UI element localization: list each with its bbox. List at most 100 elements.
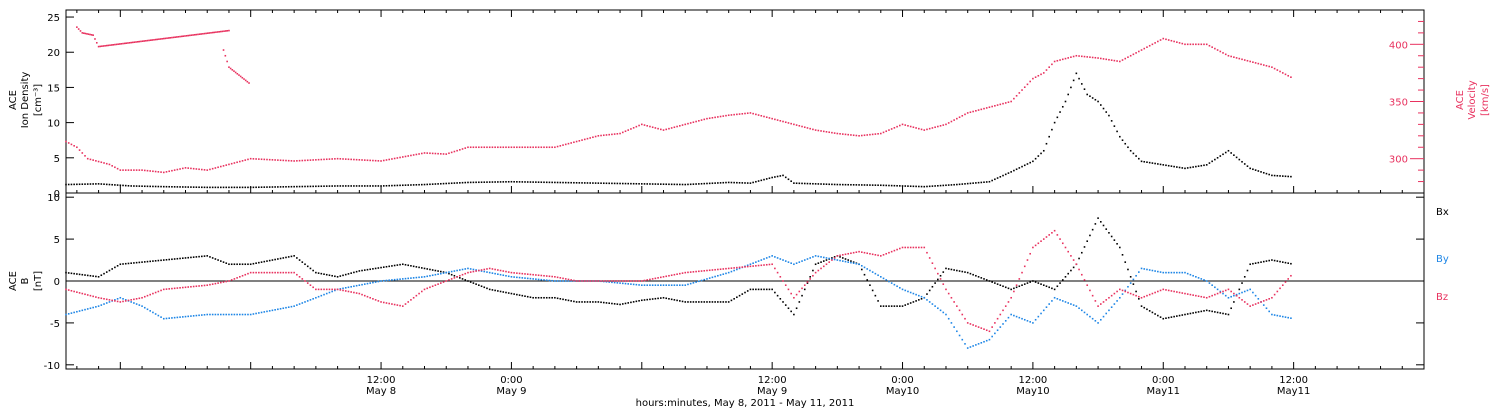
top-density-0-point — [315, 185, 317, 188]
bottom-by-point — [1186, 272, 1189, 275]
top-velocity-1-point — [988, 106, 991, 109]
top-density-0-point — [247, 186, 249, 189]
bottom-by-point — [896, 285, 898, 288]
bottom-bz-point — [654, 277, 657, 280]
top-velocity-1-point — [575, 140, 578, 143]
bottom-bz-point — [695, 270, 697, 273]
top-density-0-point — [124, 184, 127, 187]
legend-by: By — [1436, 254, 1449, 265]
top-velocity-1-point — [1110, 59, 1113, 61]
top-density-0-point — [404, 184, 407, 186]
top-density-0-point — [116, 184, 119, 186]
bottom-bz-point — [847, 252, 850, 255]
bottom-bz-point — [573, 279, 575, 282]
top-density-0-point — [1094, 98, 1097, 101]
bottom-by-point — [1097, 322, 1099, 324]
bottom-bx-point — [529, 296, 532, 299]
bottom-bx-point — [407, 264, 410, 267]
bottom-bx-point — [331, 274, 333, 277]
bottom-bz-point — [1254, 303, 1257, 305]
top-density-0-point — [122, 184, 124, 187]
top-density-0-point — [505, 181, 507, 183]
bottom-by-point — [459, 269, 461, 271]
top-velocity-1-point — [325, 158, 328, 161]
bottom-bx-point — [377, 267, 380, 269]
bottom-bz-point — [336, 288, 339, 291]
top-density-0-point — [692, 183, 695, 185]
top-velocity-1-point — [334, 158, 336, 160]
bottom-bz-point — [765, 263, 768, 266]
bottom-bz-point — [583, 280, 586, 282]
top-density-0-point — [912, 185, 915, 188]
top-velocity-1-point — [912, 126, 915, 129]
bottom-by-point — [317, 295, 320, 298]
top-velocity-1-point — [201, 168, 203, 171]
bottom-by-point — [852, 262, 855, 264]
bottom-by-point — [304, 301, 306, 303]
top-velocity-1-point — [103, 162, 105, 164]
bottom-bz-point — [429, 286, 431, 289]
bottom-bx-point — [825, 259, 828, 261]
top-velocity-1-point — [1108, 58, 1110, 61]
bottom-bz-point — [798, 290, 801, 293]
bottom-bx-point — [315, 271, 317, 274]
top-velocity-1-point — [89, 158, 92, 161]
top-density-0-point — [885, 184, 888, 187]
bottom-by-point — [171, 317, 173, 319]
top-density-0-point — [961, 183, 964, 185]
bottom-bz-point — [972, 324, 974, 326]
top-velocity-1-point — [562, 144, 564, 146]
bottom-bx-point — [173, 258, 176, 260]
bottom-bx-point — [309, 267, 312, 270]
top-density-0-point — [554, 181, 556, 184]
bottom-by-point — [676, 284, 678, 286]
bottom-bz-point — [757, 264, 760, 267]
top-density-0-point — [385, 184, 388, 187]
bottom-by-point — [1284, 316, 1287, 318]
top-velocity-1-point — [795, 124, 798, 126]
bottom-bx-point — [217, 259, 219, 261]
top-velocity-1-point — [209, 168, 211, 171]
top-velocity-1-point — [239, 160, 241, 163]
bottom-bz-point — [274, 271, 276, 274]
bottom-by-point — [1021, 317, 1023, 320]
top-velocity-1-point — [244, 159, 247, 161]
bottom-bz-point — [111, 299, 113, 302]
bottom-bz-point — [760, 264, 763, 267]
top-velocity-1-point — [545, 146, 548, 149]
top-right-y-tick-label: 300 — [1389, 155, 1408, 166]
bottom-bx-point — [1127, 268, 1129, 271]
top-velocity-1-point — [513, 146, 515, 149]
top-velocity-1-point — [662, 129, 665, 131]
bottom-by-point — [1135, 274, 1137, 277]
bottom-bx-point — [160, 259, 162, 262]
top-velocity-1-point — [298, 159, 301, 162]
bottom-bz-point — [342, 289, 344, 292]
top-velocity-1-point — [977, 109, 980, 111]
bottom-bz-point — [100, 297, 103, 300]
top-velocity-2-point — [205, 32, 207, 35]
top-velocity-2-point — [226, 60, 228, 63]
bottom-bz-point — [1004, 305, 1007, 307]
bottom-by-point — [1080, 309, 1083, 312]
bottom-bz-point — [850, 252, 852, 255]
top-density-0-point — [947, 184, 950, 186]
bottom-bx-point — [252, 262, 255, 265]
bottom-by-point — [668, 284, 670, 286]
bottom-bz-point — [312, 286, 314, 289]
bottom-by-point — [1167, 271, 1170, 274]
top-density-0-point — [1124, 142, 1127, 145]
bottom-bz-point — [1029, 252, 1031, 255]
top-velocity-1-point — [1151, 43, 1154, 46]
bottom-bz-point — [255, 271, 257, 274]
bottom-bz-point — [410, 299, 412, 301]
top-velocity-1-point — [1186, 43, 1189, 46]
top-velocity-1-point — [784, 121, 787, 124]
bottom-bz-point — [73, 290, 75, 293]
bottom-bz-point — [86, 294, 89, 296]
bottom-bz-point — [784, 284, 787, 286]
top-density-0-point — [616, 182, 619, 185]
top-velocity-1-point — [426, 152, 429, 154]
bottom-bz-point — [795, 293, 798, 296]
bottom-bx-point — [806, 282, 809, 284]
